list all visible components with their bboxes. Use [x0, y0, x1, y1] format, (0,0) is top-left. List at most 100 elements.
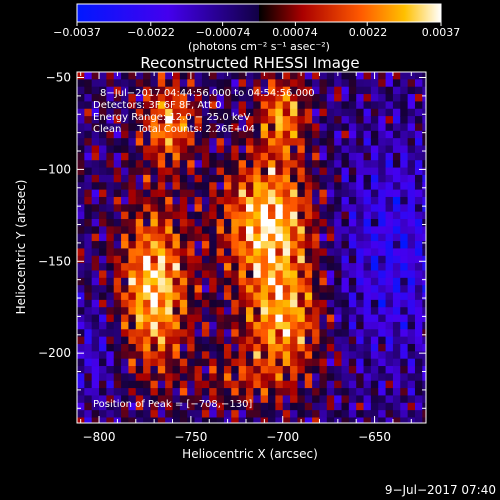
- heatmap-pixel: [121, 395, 130, 404]
- heatmap-pixel: [121, 189, 130, 198]
- heatmap-pixel: [319, 366, 328, 374]
- heatmap-pixel: [216, 410, 225, 419]
- heatmap-pixel: [334, 343, 343, 352]
- heatmap-pixel: [400, 138, 409, 147]
- heatmap-pixel: [77, 130, 85, 139]
- heatmap-pixel: [304, 321, 313, 330]
- heatmap-pixel: [312, 248, 321, 257]
- heatmap-pixel: [282, 263, 291, 272]
- heatmap-pixel: [135, 417, 144, 423]
- heatmap-pixel: [91, 152, 100, 161]
- heatmap-pixel: [319, 299, 328, 308]
- heatmap-pixel: [223, 358, 232, 367]
- heatmap-pixel: [385, 388, 394, 397]
- heatmap-pixel: [348, 219, 357, 227]
- heatmap-pixel: [407, 380, 416, 389]
- heatmap-pixel: [157, 402, 166, 411]
- heatmap-pixel: [348, 160, 357, 169]
- heatmap-pixel: [414, 292, 423, 301]
- heatmap-pixel: [99, 226, 107, 235]
- heatmap-pixel: [304, 138, 313, 147]
- heatmap-pixel: [238, 101, 247, 110]
- heatmap-pixel: [422, 167, 426, 176]
- heatmap-pixel: [201, 263, 210, 272]
- heatmap-pixel: [135, 123, 144, 132]
- heatmap-pixel: [341, 204, 350, 213]
- heatmap-pixel: [172, 160, 181, 169]
- heatmap-pixel: [106, 395, 115, 404]
- heatmap-pixel: [385, 204, 394, 213]
- heatmap-pixel: [378, 189, 387, 198]
- heatmap-pixel: [400, 123, 409, 132]
- heatmap-pixel: [165, 255, 174, 264]
- heatmap-pixel: [231, 160, 240, 169]
- heatmap-pixel: [201, 299, 210, 308]
- heatmap-pixel: [282, 395, 291, 404]
- heatmap-pixel: [231, 277, 240, 286]
- heatmap-pixel: [135, 321, 144, 330]
- heatmap-pixel: [91, 395, 100, 404]
- heatmap-pixel: [407, 219, 416, 227]
- heatmap-pixel: [165, 138, 174, 147]
- heatmap-pixel: [275, 299, 284, 308]
- heatmap-pixel: [84, 380, 93, 389]
- heatmap-pixel: [106, 351, 115, 360]
- heatmap-pixel: [422, 314, 426, 323]
- heatmap-pixel: [378, 116, 387, 125]
- heatmap-pixel: [223, 145, 232, 154]
- heatmap-pixel: [422, 72, 426, 80]
- heatmap-pixel: [268, 160, 276, 169]
- heatmap-pixel: [238, 410, 247, 419]
- heatmap-pixel: [275, 211, 284, 220]
- heatmap-pixel: [143, 130, 152, 139]
- heatmap-pixel: [99, 86, 107, 95]
- heatmap-pixel: [150, 277, 159, 286]
- heatmap-pixel: [150, 351, 159, 360]
- heatmap-pixel: [348, 123, 357, 132]
- heatmap-pixel: [304, 233, 313, 242]
- heatmap-pixel: [223, 329, 232, 338]
- heatmap-pixel: [385, 226, 394, 235]
- heatmap-pixel: [157, 204, 166, 213]
- heatmap-pixel: [348, 351, 357, 360]
- heatmap-pixel: [245, 277, 254, 286]
- heatmap-pixel: [363, 292, 372, 301]
- heatmap-pixel: [179, 380, 188, 389]
- heatmap-pixel: [179, 417, 188, 423]
- heatmap-pixel: [312, 292, 321, 301]
- heatmap-pixel: [143, 108, 152, 117]
- heatmap-pixel: [385, 219, 394, 227]
- heatmap-pixel: [407, 307, 416, 316]
- heatmap-pixel: [363, 72, 372, 80]
- heatmap-pixel: [304, 329, 313, 338]
- heatmap-pixel: [179, 373, 188, 382]
- heatmap-pixel: [414, 336, 423, 345]
- heatmap-pixel: [275, 358, 284, 367]
- heatmap-pixel: [290, 204, 299, 213]
- heatmap-pixel: [290, 72, 299, 80]
- heatmap-pixel: [172, 116, 181, 125]
- heatmap-pixel: [231, 314, 240, 323]
- heatmap-pixel: [245, 138, 254, 147]
- heatmap-pixel: [157, 366, 166, 374]
- heatmap-pixel: [282, 402, 291, 411]
- heatmap-pixel: [135, 174, 144, 183]
- heatmap-pixel: [91, 241, 100, 250]
- heatmap-pixel: [99, 285, 107, 294]
- heatmap-pixel: [407, 299, 416, 308]
- heatmap-pixel: [392, 86, 401, 95]
- heatmap-pixel: [319, 160, 328, 169]
- heatmap-pixel: [356, 167, 365, 176]
- heatmap-pixel: [348, 373, 357, 382]
- heatmap-pixel: [121, 130, 130, 139]
- heatmap-pixel: [400, 152, 409, 161]
- heatmap-pixel: [128, 123, 137, 132]
- heatmap-pixel: [223, 182, 232, 191]
- heatmap-pixel: [172, 380, 181, 389]
- heatmap-pixel: [275, 138, 284, 147]
- heatmap-pixel: [121, 138, 130, 147]
- heatmap-pixel: [194, 130, 203, 139]
- heatmap-pixel: [231, 402, 240, 411]
- heatmap-pixel: [370, 321, 379, 330]
- heatmap-pixel: [363, 343, 372, 352]
